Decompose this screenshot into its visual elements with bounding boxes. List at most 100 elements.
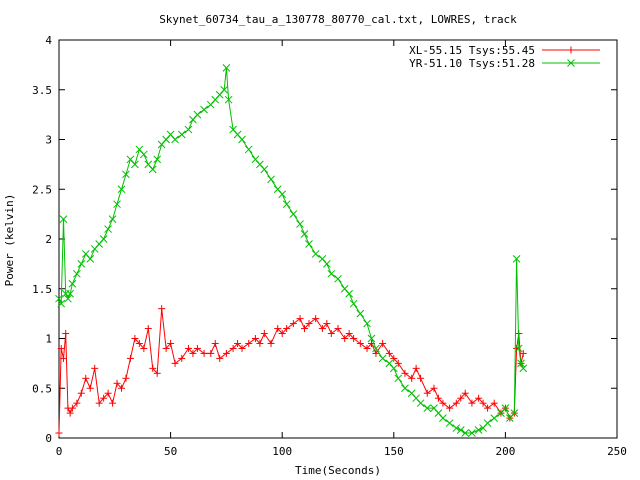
series-1-point <box>86 384 94 392</box>
series-1-point <box>379 339 387 347</box>
series-1-point <box>109 399 117 407</box>
series-1-point <box>126 354 134 362</box>
series-1-point <box>296 315 304 323</box>
series-1-point <box>167 339 175 347</box>
series-2-point <box>171 135 179 144</box>
series-1-point <box>149 364 157 372</box>
x-tick-label: 100 <box>272 445 292 458</box>
series-2-point <box>289 210 298 218</box>
series-2-point <box>66 289 75 298</box>
series-1-point <box>345 330 353 338</box>
series-1-point <box>490 399 498 407</box>
series-layer <box>55 64 528 437</box>
series-2-point <box>68 279 77 288</box>
series-2-point <box>282 200 291 209</box>
series-1-point <box>260 330 268 338</box>
legend-label-1: XL-55.15 Tsys:55.45 <box>409 44 535 57</box>
series-1-point <box>158 305 166 313</box>
series-1-point <box>91 364 99 372</box>
series-1-point <box>144 325 152 333</box>
series-2-point <box>394 374 403 383</box>
legend-marker-1 <box>567 46 575 54</box>
series-2-point <box>122 170 130 179</box>
series-2-point <box>372 344 380 353</box>
series-1-point <box>475 394 483 402</box>
series-2-point <box>238 135 246 144</box>
series-2-point <box>401 384 409 393</box>
series-1-point <box>283 325 291 333</box>
series-2-point <box>322 260 331 268</box>
series-1-point <box>390 354 398 362</box>
series-2-point <box>73 269 81 278</box>
series-1-point <box>412 364 420 372</box>
series-2-point <box>452 424 461 432</box>
y-tick-label: 2 <box>45 233 52 246</box>
series-1-point <box>234 339 242 347</box>
series-1-point <box>68 404 76 412</box>
series-1-point <box>278 330 286 338</box>
series-2-point <box>483 419 492 427</box>
series-1-point <box>479 399 487 407</box>
series-2-point <box>86 255 95 263</box>
series-2-point <box>222 64 231 72</box>
series-1-point <box>245 339 253 347</box>
series-2-point <box>153 155 162 164</box>
series-1-point <box>200 349 208 357</box>
series-2-point <box>311 250 320 258</box>
series-1-point <box>401 369 409 377</box>
series-2-point <box>117 185 126 194</box>
series-1-point <box>394 359 402 367</box>
series-1-point <box>207 349 215 357</box>
series-1-point <box>519 349 527 357</box>
series-1-point <box>251 335 259 342</box>
series-1-point <box>238 344 246 352</box>
series-2-point <box>439 414 447 422</box>
series-1-point <box>117 384 125 392</box>
series-1-point <box>153 369 161 377</box>
series-1-point <box>457 394 465 402</box>
series-2-point <box>260 165 269 174</box>
series-2-point <box>474 426 483 434</box>
series-1-point <box>312 315 320 323</box>
series-2-point <box>267 175 275 184</box>
series-1-point <box>267 339 275 347</box>
series-2-point <box>64 294 72 303</box>
series-1-point <box>140 344 148 352</box>
series-2-point <box>77 260 86 268</box>
series-1-point <box>62 330 70 338</box>
y-tick-label: 3 <box>45 134 52 147</box>
x-axis-label: Time(Seconds) <box>295 464 381 477</box>
series-1-point <box>461 389 469 397</box>
series-1-point <box>55 429 63 437</box>
series-2-point <box>423 404 432 413</box>
series-1-point <box>417 374 425 382</box>
series-1-point <box>57 344 65 352</box>
series-1-point <box>162 344 170 352</box>
series-2-point <box>510 409 519 417</box>
series-2-point <box>184 125 193 134</box>
series-2-point <box>300 230 309 238</box>
series-2-point <box>131 160 139 169</box>
series-2-point <box>512 255 521 263</box>
series-2-point <box>327 269 336 278</box>
series-1-point <box>372 349 380 357</box>
series-2-point <box>193 110 202 119</box>
series-2-point <box>200 105 208 114</box>
series-1-point <box>59 354 67 362</box>
series-2-point <box>501 404 510 413</box>
series-1-point <box>350 335 358 342</box>
y-tick-label: 1 <box>45 333 52 346</box>
series-2-point <box>296 220 304 228</box>
series-1-point <box>434 394 442 402</box>
series-1-point <box>100 394 108 402</box>
series-2-point <box>461 429 470 437</box>
series-1-point <box>452 399 460 407</box>
series-2-point <box>177 130 186 139</box>
series-1-point <box>305 320 313 328</box>
series-2-point <box>220 85 229 94</box>
series-2 <box>55 64 528 437</box>
series-1-point <box>171 359 179 367</box>
legend-label-2: YR-51.10 Tsys:51.28 <box>409 57 535 70</box>
series-2-point <box>244 145 253 154</box>
series-2-point <box>517 359 525 368</box>
